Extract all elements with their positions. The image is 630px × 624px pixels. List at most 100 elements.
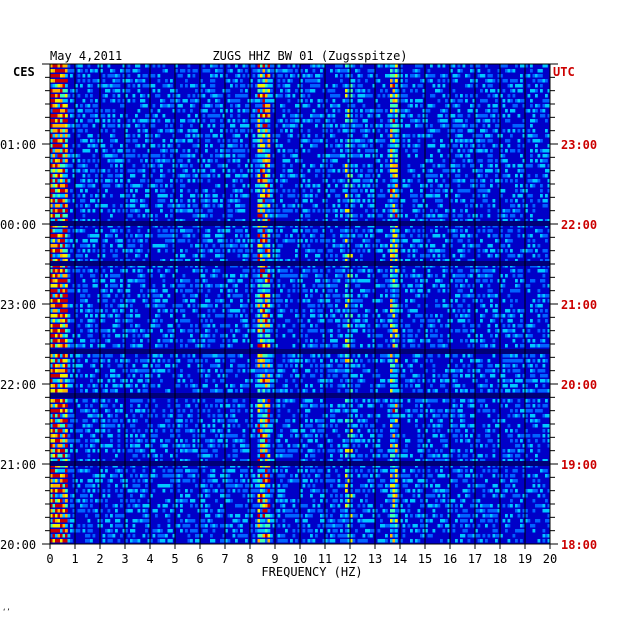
spectrogram-cell <box>507 164 511 168</box>
spectrogram-cell <box>417 294 421 298</box>
spectrogram-cell <box>360 114 363 118</box>
spectrogram-cell <box>520 164 523 168</box>
spectrogram-cell <box>507 234 511 238</box>
spectrogram-cell <box>80 304 83 308</box>
spectrogram-cell <box>85 259 88 263</box>
spectrogram-cell <box>132 209 136 213</box>
spectrogram-cell <box>520 274 523 278</box>
spectrogram-cell <box>215 149 218 153</box>
spectrogram-cell <box>55 149 58 153</box>
spectrogram-cell <box>65 134 68 138</box>
spectrogram-cell <box>140 274 143 278</box>
spectrogram-cell <box>67 239 71 243</box>
spectrogram-cell <box>450 129 453 133</box>
spectrogram-cell <box>222 284 226 288</box>
spectrogram-cell <box>117 79 121 83</box>
spectrogram-cell <box>515 199 518 203</box>
spectrogram-cell <box>437 84 441 88</box>
spectrogram-cell <box>330 289 333 293</box>
spectrogram-cell <box>545 129 548 133</box>
spectrogram-cell <box>197 244 201 248</box>
spectrogram-cell <box>75 119 78 123</box>
spectrogram-cell <box>152 244 156 248</box>
spectrogram-cell <box>405 134 408 138</box>
spectrogram-cell <box>540 279 543 283</box>
spectrogram-cell <box>292 194 296 198</box>
spectrogram-cell <box>545 169 548 173</box>
spectrogram-cell <box>452 229 456 233</box>
spectrogram-cell <box>387 169 391 173</box>
spectrogram-cell <box>237 104 241 108</box>
spectrogram-cell <box>250 189 253 193</box>
spectrogram-cell <box>112 139 116 143</box>
spectrogram-cell <box>145 254 148 258</box>
spectrogram-cell <box>430 184 433 188</box>
spectrogram-cell <box>302 174 306 178</box>
spectrogram-cell <box>460 249 463 253</box>
spectrogram-cell <box>292 204 296 208</box>
spectrogram-cell <box>77 134 81 138</box>
spectrogram-cell <box>67 269 71 273</box>
spectrogram-cell <box>415 74 418 78</box>
spectrogram-cell <box>152 84 156 88</box>
spectrogram-cell <box>345 164 348 168</box>
spectrogram-cell <box>107 89 111 93</box>
spectrogram-cell <box>545 219 548 223</box>
spectrogram-cell <box>257 284 261 288</box>
spectrogram-cell <box>242 149 246 153</box>
spectrogram-cell <box>530 214 533 218</box>
spectrogram-cell <box>392 209 396 213</box>
spectrogram-cell <box>440 109 443 113</box>
spectrogram-cell <box>375 244 378 248</box>
spectrogram-cell <box>460 124 463 128</box>
spectrogram-cell <box>390 239 393 243</box>
spectrogram-cell <box>385 309 388 313</box>
spectrogram-cell <box>370 139 373 143</box>
spectrogram-cell <box>242 304 246 308</box>
spectrogram-cell <box>120 304 123 308</box>
spectrogram-cell <box>450 139 453 143</box>
spectrogram-cell <box>120 164 123 168</box>
spectrogram-cell <box>472 184 476 188</box>
spectrogram-cell <box>217 299 221 303</box>
spectrogram-cell <box>205 239 208 243</box>
spectrogram-cell <box>242 74 246 78</box>
spectrogram-cell <box>117 314 121 318</box>
spectrogram-cell <box>262 199 266 203</box>
spectrogram-cell <box>267 284 271 288</box>
spectrogram-cell <box>335 139 338 143</box>
spectrogram-cell <box>395 204 398 208</box>
spectrogram-cell <box>357 144 361 148</box>
spectrogram-cell <box>320 234 323 238</box>
spectrogram-cell <box>237 309 241 313</box>
spectrogram-cell <box>487 139 491 143</box>
spectrogram-cell <box>322 299 326 303</box>
spectrogram-cell <box>127 99 131 103</box>
spectrogram-cell <box>317 139 321 143</box>
spectrogram-cell <box>472 214 476 218</box>
spectrogram-cell <box>55 279 58 283</box>
spectrogram-cell <box>125 209 128 213</box>
spectrogram-cell <box>392 154 396 158</box>
spectrogram-cell <box>405 124 408 128</box>
spectrogram-cell <box>187 304 191 308</box>
spectrogram-cell <box>200 274 203 278</box>
spectrogram-cell <box>295 119 298 123</box>
spectrogram-cell <box>340 79 343 83</box>
spectrogram-cell <box>355 229 358 233</box>
spectrogram-cell <box>547 104 551 108</box>
spectrogram-cell <box>265 279 268 283</box>
spectrogram-cell <box>352 299 356 303</box>
spectrogram-cell <box>487 124 491 128</box>
spectrogram-cell <box>262 69 266 73</box>
spectrogram-cell <box>375 79 378 83</box>
spectrogram-cell <box>432 284 436 288</box>
spectrogram-cell <box>95 164 98 168</box>
spectrogram-cell <box>262 179 266 183</box>
spectrogram-cell <box>395 64 398 68</box>
spectrogram-cell <box>495 294 498 298</box>
spectrogram-cell <box>395 259 398 263</box>
spectrogram-cell <box>185 134 188 138</box>
spectrogram-cell <box>50 99 53 103</box>
spectrogram-cell <box>375 284 378 288</box>
